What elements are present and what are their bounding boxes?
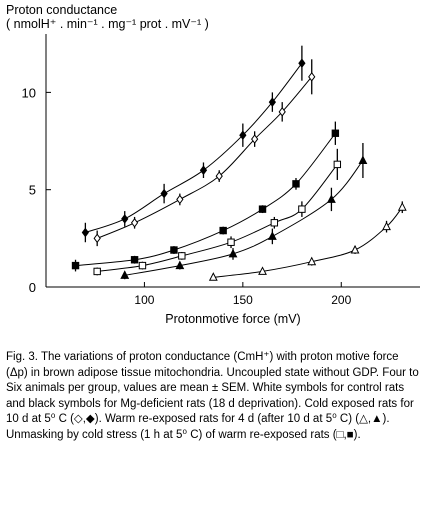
data-point bbox=[267, 231, 277, 240]
data-point bbox=[258, 205, 267, 213]
data-point bbox=[93, 267, 101, 276]
figure-caption: Fig. 3. The variations of proton conduct… bbox=[6, 351, 419, 441]
x-tick-label: 100 bbox=[134, 293, 154, 307]
data-point bbox=[215, 171, 223, 181]
data-point bbox=[199, 165, 208, 176]
y-tick-label: 5 bbox=[29, 183, 36, 198]
data-point bbox=[331, 129, 340, 137]
data-point bbox=[93, 233, 101, 244]
chart-canvas: 0 5 10 100 150 200 Protonmotive force (mV) bbox=[22, 34, 420, 326]
series-line-6 bbox=[213, 206, 403, 278]
data-point bbox=[239, 130, 247, 141]
x-tick-label: 150 bbox=[233, 293, 253, 307]
data-point bbox=[292, 180, 300, 188]
y-axis-title-line1: Proton conductance bbox=[6, 3, 118, 17]
data-point bbox=[270, 219, 279, 227]
y-tick-label: 10 bbox=[22, 85, 36, 100]
data-point bbox=[81, 227, 89, 238]
data-point bbox=[175, 260, 185, 270]
data-point bbox=[251, 134, 259, 144]
data-point bbox=[138, 261, 147, 270]
y-axis-title-line2: ( nmolH⁺ . min⁻¹ . mg⁻¹ prot . mV⁻¹ ) bbox=[6, 17, 209, 31]
series-line-5 bbox=[124, 160, 364, 276]
data-point bbox=[130, 256, 139, 264]
series-line-1 bbox=[85, 62, 303, 233]
x-axis-label: Protonmotive force (mV) bbox=[165, 312, 300, 326]
data-point bbox=[219, 226, 227, 235]
data-point bbox=[160, 188, 168, 199]
data-point bbox=[268, 97, 276, 107]
data-point bbox=[258, 266, 267, 275]
data-point bbox=[170, 246, 178, 254]
data-point bbox=[298, 205, 306, 213]
series-line-3 bbox=[75, 132, 336, 267]
data-point bbox=[358, 155, 368, 164]
data-point bbox=[308, 71, 316, 82]
y-tick-label: 0 bbox=[29, 280, 36, 295]
data-point bbox=[350, 244, 360, 254]
data-point bbox=[382, 221, 391, 231]
data-point bbox=[327, 194, 336, 203]
data-point bbox=[130, 217, 139, 228]
data-point bbox=[121, 214, 129, 224]
data-point bbox=[178, 252, 186, 260]
data-point bbox=[397, 202, 407, 211]
data-point bbox=[176, 194, 184, 205]
series-line-2 bbox=[97, 76, 313, 239]
data-point bbox=[228, 248, 238, 258]
series-line-4 bbox=[97, 164, 338, 272]
data-point bbox=[298, 58, 306, 69]
data-point bbox=[227, 238, 235, 246]
data-point bbox=[71, 261, 80, 270]
data-point bbox=[120, 270, 130, 279]
data-point bbox=[333, 160, 342, 169]
data-point bbox=[278, 107, 286, 117]
data-point bbox=[307, 256, 317, 266]
x-tick-label: 200 bbox=[331, 293, 351, 307]
data-point bbox=[208, 272, 218, 281]
